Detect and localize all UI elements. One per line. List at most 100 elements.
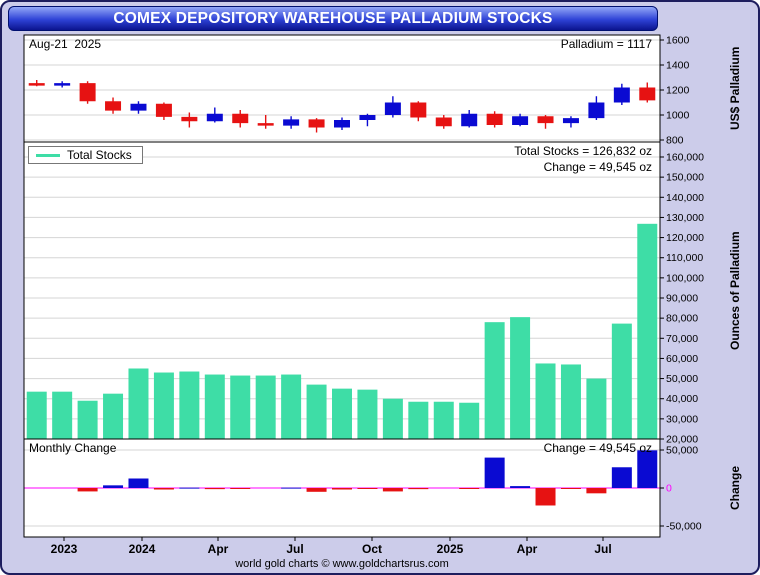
y-tick-label: 800 xyxy=(666,135,684,147)
candle-body xyxy=(384,102,401,115)
stock-bar xyxy=(306,384,327,439)
y-tick-label: 1600 xyxy=(666,35,690,47)
y-tick-label: 150,000 xyxy=(666,172,704,184)
candle-body xyxy=(257,123,274,126)
stock-bar xyxy=(382,398,403,439)
x-axis: 2023 2024 Apr Jul Oct 2025 Apr Jul xyxy=(51,537,612,556)
stock-bar xyxy=(535,363,556,439)
y-tick-label: 40,000 xyxy=(666,393,698,405)
date-label: Aug-21 2025 xyxy=(29,37,102,51)
y-tick-label: 120,000 xyxy=(666,232,704,244)
candle-body xyxy=(461,113,478,127)
change-axis-title: Change xyxy=(728,466,742,511)
y-tick-label: 0 xyxy=(666,483,672,495)
change-bar xyxy=(382,488,403,492)
candle-body xyxy=(486,113,503,125)
stock-bar xyxy=(459,402,480,439)
y-tick-label: 80,000 xyxy=(666,313,698,325)
x-tick-label: 2025 xyxy=(437,542,464,556)
change-bar xyxy=(332,488,352,490)
y-tick-label: 20,000 xyxy=(666,434,698,446)
candle-body xyxy=(283,119,300,126)
stock-bar xyxy=(357,389,378,439)
stock-bar xyxy=(153,372,174,439)
candle-body xyxy=(308,119,325,128)
change-bar xyxy=(153,488,174,490)
stocks-axis-title: Ounces of Palladium xyxy=(728,231,742,350)
price-axis-title: US$ Palladium xyxy=(728,46,742,131)
y-tick-label: 1200 xyxy=(666,85,690,97)
change-bar xyxy=(204,488,225,490)
page-title: COMEX DEPOSITORY WAREHOUSE PALLADIUM STO… xyxy=(113,9,553,27)
candle-body xyxy=(54,83,71,86)
x-tick-label: Oct xyxy=(362,542,382,556)
x-tick-label: Apr xyxy=(517,542,538,556)
candle-body xyxy=(562,118,579,124)
y-tick-label: 70,000 xyxy=(666,333,698,345)
y-tick-label: 1000 xyxy=(666,110,690,122)
stock-bar xyxy=(204,374,225,439)
stock-bar xyxy=(255,375,276,439)
candle-body xyxy=(181,116,198,122)
change-bar xyxy=(535,488,556,506)
change-bar xyxy=(281,487,302,489)
y-tick-label: 30,000 xyxy=(666,413,698,425)
stock-bar xyxy=(484,322,505,439)
change-bar xyxy=(77,488,98,492)
change-bar xyxy=(586,488,607,494)
total-stocks-value-label: Total Stocks = 126,832 oz xyxy=(514,144,652,158)
stock-bar xyxy=(586,378,607,439)
change-bar xyxy=(306,488,327,492)
total-stocks-bars xyxy=(26,223,658,439)
stock-bar xyxy=(408,401,429,439)
candle-body xyxy=(588,102,605,119)
y-tick-label: 100,000 xyxy=(666,272,704,284)
y-tick-label: 130,000 xyxy=(666,212,704,224)
change-bar xyxy=(408,488,429,490)
stock-bar xyxy=(560,364,581,439)
candle-body xyxy=(537,116,554,124)
candle-body xyxy=(410,102,427,118)
monthly-change-title: Monthly Change xyxy=(29,441,117,455)
y-tick-label: 140,000 xyxy=(666,192,704,204)
price-axis: 1600 1400 1200 1000 800 xyxy=(24,35,690,147)
stock-bar xyxy=(637,223,658,439)
total-stocks-legend-swatch xyxy=(36,153,60,157)
y-tick-label: 50,000 xyxy=(666,373,698,385)
y-tick-label: 1400 xyxy=(666,60,690,72)
stock-bar xyxy=(52,391,73,439)
change-bar xyxy=(459,488,480,489)
candle-body xyxy=(334,120,350,128)
stock-bar xyxy=(510,317,531,439)
candle-body xyxy=(206,113,223,122)
stock-bar xyxy=(332,388,352,439)
y-tick-label: 50,000 xyxy=(666,445,698,457)
candle-body xyxy=(639,87,656,101)
monthly-change-value-label: Change = 49,545 oz xyxy=(543,441,652,455)
candle-body xyxy=(28,83,45,86)
change-bar xyxy=(560,488,581,489)
stock-bar xyxy=(26,391,47,439)
y-tick-label: -50,000 xyxy=(666,521,702,533)
x-tick-label: 2023 xyxy=(51,542,78,556)
stock-bar xyxy=(103,393,124,439)
price-candles xyxy=(28,80,656,133)
candle-body xyxy=(359,115,376,120)
change-bar xyxy=(637,450,658,488)
stock-bar xyxy=(281,374,302,439)
change-bar xyxy=(103,485,124,488)
monthly-change-bars xyxy=(77,450,658,506)
candle-body xyxy=(435,117,452,127)
stock-bar xyxy=(230,375,251,439)
stocks-change-value-label: Change = 49,545 oz xyxy=(543,160,652,174)
candle-body xyxy=(79,83,96,102)
x-tick-label: Apr xyxy=(208,542,229,556)
change-bar xyxy=(357,488,378,489)
candle-body xyxy=(155,103,172,117)
total-stocks-legend: Total Stocks xyxy=(28,146,143,164)
stock-bar xyxy=(611,323,632,439)
y-tick-label: 60,000 xyxy=(666,353,698,365)
y-tick-label: 90,000 xyxy=(666,292,698,304)
